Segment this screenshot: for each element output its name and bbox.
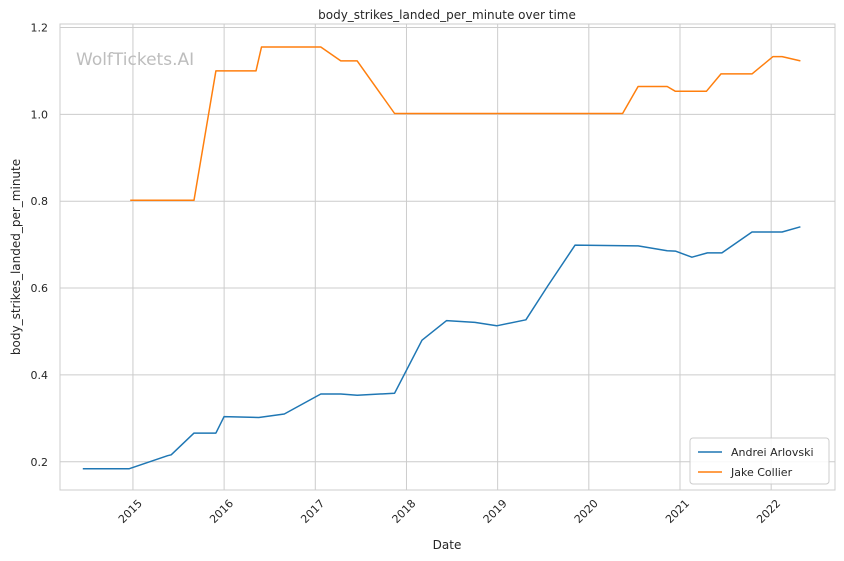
series-line-jake-collier xyxy=(130,46,801,202)
legend: Andrei Arlovski Jake Collier xyxy=(689,437,830,485)
y-axis-label: body_strikes_landed_per_minute xyxy=(9,159,23,355)
legend-label-arlovski: Andrei Arlovski xyxy=(731,446,814,459)
plot-area xyxy=(60,24,835,490)
x-tick-label: 2018 xyxy=(390,497,419,526)
series-line-andrei-arlovski xyxy=(82,226,801,470)
y-axis-ticks: 0.2 0.4 0.6 0.8 1.0 1.2 xyxy=(31,21,49,468)
x-tick-label: 2017 xyxy=(298,497,327,526)
series-layer xyxy=(82,46,801,470)
grid xyxy=(60,24,835,490)
x-tick-label: 2020 xyxy=(572,497,601,526)
x-axis-ticks: 2015 2016 2017 2018 2019 2020 2021 2022 xyxy=(116,497,783,526)
plot-frame xyxy=(59,23,836,491)
watermark: WolfTickets.AI xyxy=(76,50,194,70)
x-tick-label: 2016 xyxy=(207,497,236,526)
legend-label-collier: Jake Collier xyxy=(730,466,793,479)
y-tick-label: 0.2 xyxy=(31,456,49,469)
x-tick-label: 2015 xyxy=(116,497,145,526)
y-tick-label: 0.8 xyxy=(31,195,49,208)
y-tick-label: 0.6 xyxy=(31,282,49,295)
x-axis-label: Date xyxy=(433,538,462,552)
y-tick-label: 1.2 xyxy=(31,21,49,34)
legend-box xyxy=(689,437,830,485)
x-tick-label: 2019 xyxy=(481,497,510,526)
y-tick-label: 0.4 xyxy=(31,369,49,382)
y-tick-label: 1.0 xyxy=(31,108,49,121)
x-tick-label: 2022 xyxy=(754,497,783,526)
x-tick-label: 2021 xyxy=(663,497,692,526)
chart-title: body_strikes_landed_per_minute over time xyxy=(318,8,576,22)
